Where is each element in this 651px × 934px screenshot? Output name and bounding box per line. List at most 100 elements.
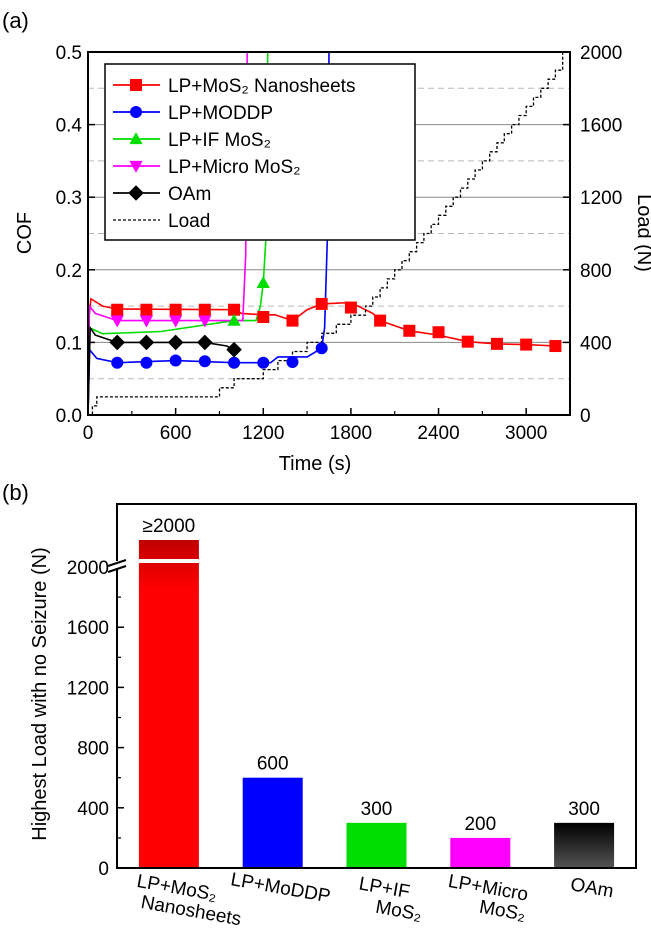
data-point bbox=[403, 324, 416, 337]
data-point bbox=[432, 326, 445, 339]
data-point bbox=[257, 356, 270, 369]
legend-frame bbox=[104, 63, 416, 241]
data-point bbox=[169, 303, 182, 316]
bar-value-label: 200 bbox=[464, 814, 496, 835]
data-point bbox=[461, 335, 474, 348]
y-tick-label: 0.4 bbox=[56, 116, 83, 137]
data-point bbox=[228, 303, 241, 316]
data-point bbox=[344, 301, 357, 314]
data-point bbox=[256, 275, 270, 288]
data-point bbox=[111, 356, 124, 369]
x-tick-label: 1800 bbox=[330, 423, 372, 444]
panel-a-x-axis-label: Time (s) bbox=[279, 453, 352, 475]
legend-label: LP+IF MoS₂ bbox=[168, 130, 271, 151]
data-point bbox=[109, 334, 126, 351]
bar-value-label: ≥2000 bbox=[143, 516, 196, 537]
x-tick-label: 2400 bbox=[417, 423, 459, 444]
panel-b-axis-break bbox=[107, 559, 127, 573]
legend-marker bbox=[129, 132, 143, 145]
legend-label: LP+MoS₂ Nanosheets bbox=[168, 76, 355, 97]
panel-a-series-markers bbox=[109, 275, 562, 369]
bar-value-label: 300 bbox=[361, 799, 393, 820]
y-right-tick-label: 800 bbox=[580, 261, 612, 282]
panel-a-label: (a) bbox=[2, 8, 29, 33]
data-point bbox=[315, 297, 328, 310]
data-point bbox=[140, 356, 153, 369]
y-tick-label: 0.5 bbox=[56, 43, 82, 64]
y-tick-label: 2000 bbox=[67, 558, 109, 579]
data-point bbox=[228, 356, 241, 369]
data-point bbox=[169, 354, 182, 367]
bar bbox=[450, 837, 511, 868]
y-tick-label: 1600 bbox=[67, 618, 109, 639]
data-point bbox=[111, 303, 124, 316]
x-tick-label: LP+MoDDP bbox=[229, 869, 332, 907]
panel-a-right-axis-label: Load (N) bbox=[633, 194, 651, 272]
x-tick-label-line: OAm bbox=[569, 874, 615, 902]
x-tick-label: 0 bbox=[83, 423, 94, 444]
y-right-tick-label: 0 bbox=[580, 406, 591, 427]
series-line-1 bbox=[87, 51, 330, 416]
y-right-tick-label: 400 bbox=[580, 333, 612, 354]
data-point bbox=[490, 337, 503, 350]
bar-value-label: 600 bbox=[257, 754, 289, 775]
panel-a-y-axis-label: COF bbox=[14, 212, 36, 254]
data-point bbox=[198, 315, 212, 328]
y-tick-label: 400 bbox=[77, 799, 109, 820]
series-line-4 bbox=[87, 325, 235, 416]
panel-a-plot-frame bbox=[87, 51, 571, 416]
y-right-tick-label: 1600 bbox=[580, 116, 622, 137]
panel-a-ticks: 0 600 1200 1800 2400 3000 0.0 0.1 0.2 0.3 0.4 0.5 0 4… bbox=[56, 43, 623, 444]
y-right-tick-label: 1200 bbox=[580, 188, 622, 209]
legend-marker bbox=[130, 106, 142, 118]
bar-value-label: 300 bbox=[568, 799, 600, 820]
bar bbox=[554, 822, 615, 868]
bar bbox=[138, 540, 199, 868]
bar-break-gap bbox=[138, 559, 199, 563]
y-tick-label: 0.1 bbox=[56, 333, 82, 354]
data-point bbox=[257, 310, 270, 323]
legend-marker bbox=[130, 79, 142, 91]
legend-label: LP+Micro MoS₂ bbox=[168, 157, 301, 178]
x-tick-label: LP+MicroMoS₂ bbox=[443, 871, 530, 926]
y-tick-label: 1200 bbox=[67, 678, 109, 699]
x-tick-label: 1200 bbox=[242, 423, 284, 444]
bar bbox=[346, 822, 407, 868]
data-point bbox=[286, 314, 299, 327]
data-point bbox=[198, 303, 211, 316]
x-tick-label: 600 bbox=[160, 423, 192, 444]
x-tick-label: 3000 bbox=[505, 423, 547, 444]
data-point bbox=[140, 303, 153, 316]
legend-label: LP+MODDP bbox=[168, 103, 273, 124]
data-point bbox=[315, 342, 328, 355]
data-point bbox=[227, 313, 241, 326]
y-tick-label: 0.2 bbox=[56, 261, 82, 282]
data-point bbox=[374, 314, 387, 327]
x-tick-label: OAm bbox=[569, 874, 615, 902]
y-tick-label: 0 bbox=[98, 859, 109, 880]
series-line-2 bbox=[87, 51, 269, 416]
x-tick-label: LP+MoS₂Nanosheets bbox=[132, 871, 247, 930]
bar bbox=[242, 777, 303, 868]
legend-marker bbox=[129, 160, 143, 173]
data-point bbox=[520, 338, 533, 351]
panel-b-bars: ≥2000 600 300 200 300 bbox=[138, 516, 615, 868]
legend-marker bbox=[128, 185, 144, 201]
y-tick-label: 0.3 bbox=[56, 188, 82, 209]
data-point bbox=[549, 340, 562, 353]
data-point bbox=[198, 355, 211, 368]
series-line-5 bbox=[88, 52, 564, 416]
x-tick-label-line: LP+MoDDP bbox=[229, 869, 332, 907]
legend-label: OAm bbox=[168, 184, 211, 205]
data-point bbox=[167, 334, 184, 351]
legend-label: Load bbox=[168, 211, 210, 232]
data-point bbox=[169, 315, 183, 328]
panel-a-legend: LP+MoS₂ Nanosheets LP+MODDP LP+IF MoS₂ LP+M… bbox=[104, 63, 416, 241]
data-point bbox=[286, 356, 299, 369]
panel-b-y-axis-label: Highest Load with no Seizure (N) bbox=[29, 547, 51, 840]
data-point bbox=[226, 341, 242, 358]
data-point bbox=[110, 315, 124, 328]
y-right-tick-label: 2000 bbox=[580, 43, 622, 64]
panel-b-plot-frame bbox=[116, 503, 637, 869]
